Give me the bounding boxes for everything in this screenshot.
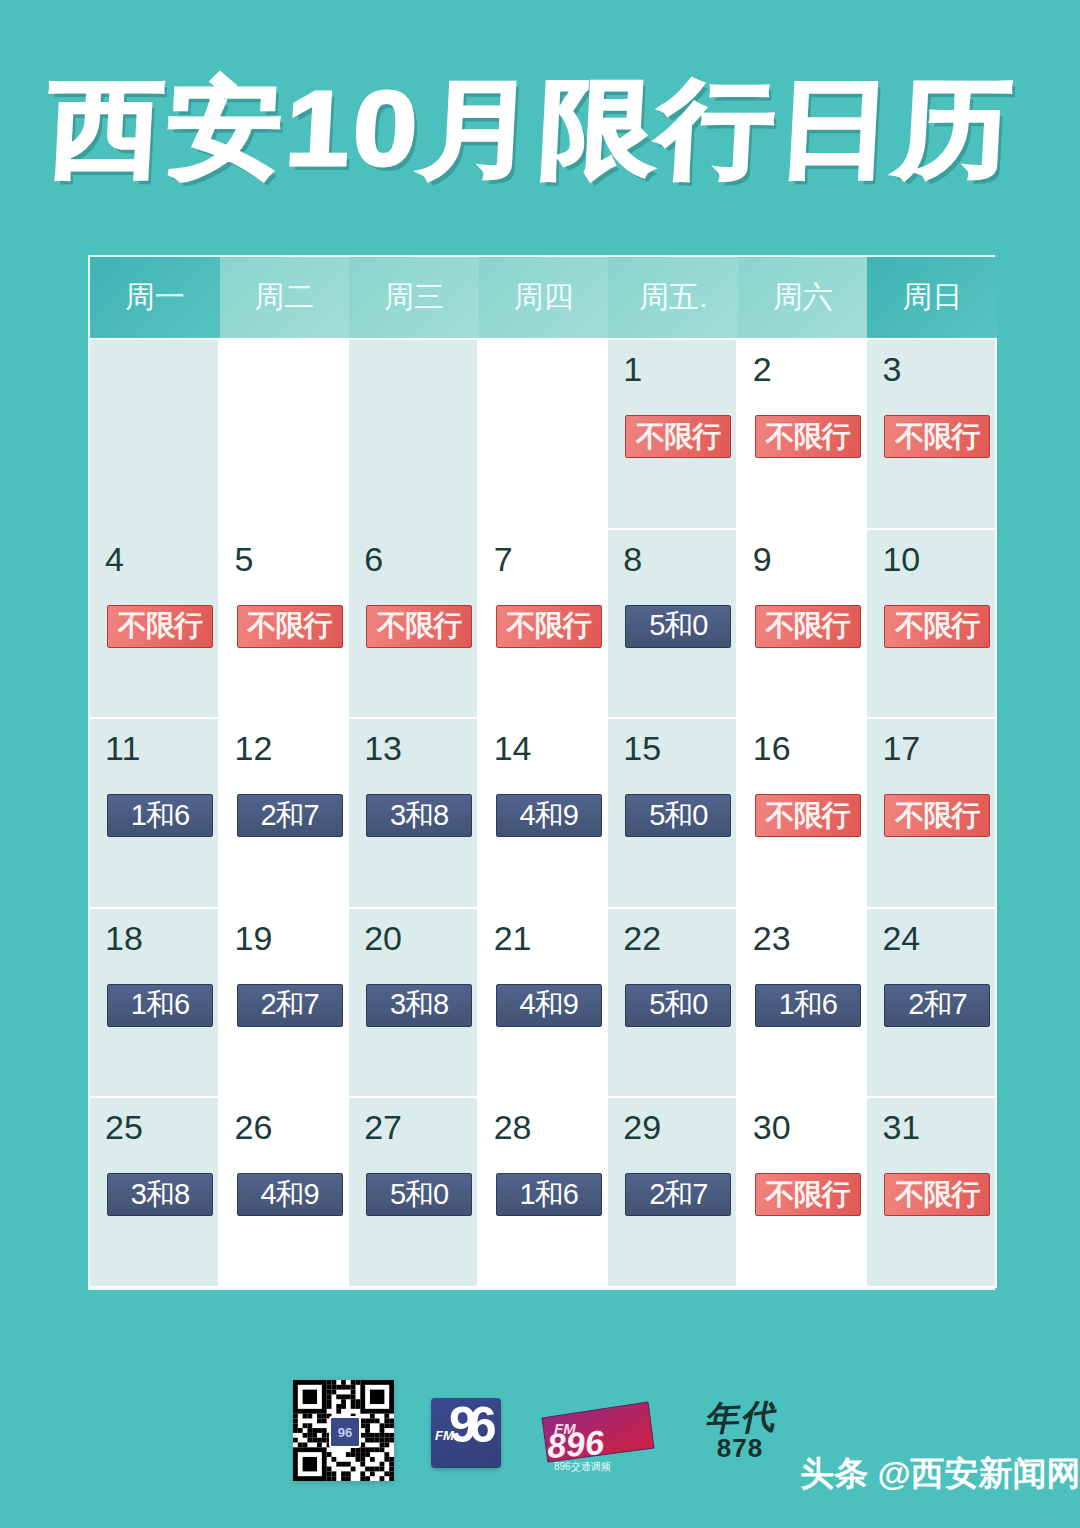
svg-text:896: 896 [546,1423,606,1465]
